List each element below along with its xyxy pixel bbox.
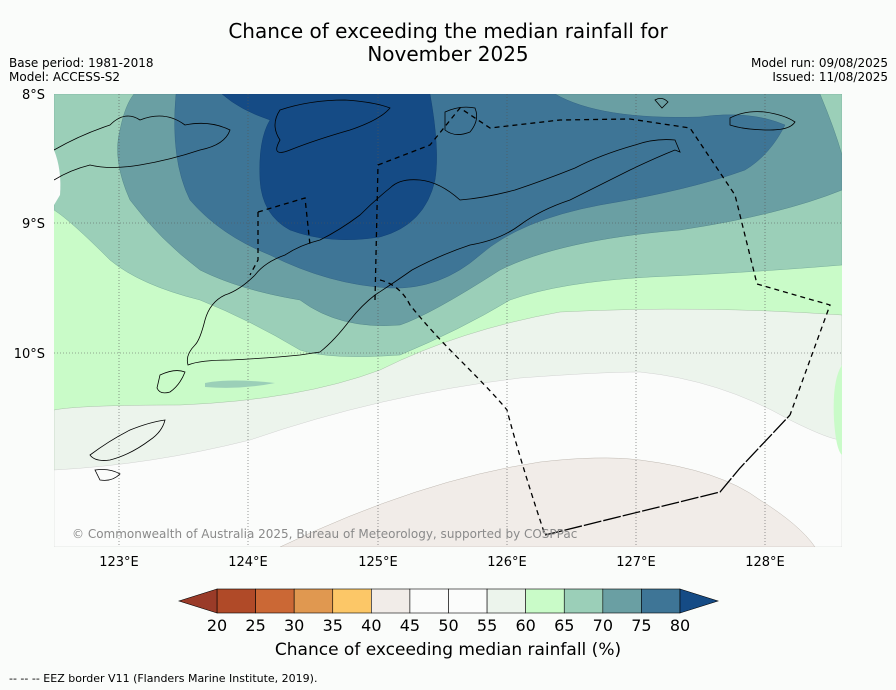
coastlines [54,98,796,481]
model-run: Model run: 09/08/2025 [750,56,888,70]
colorbar-tick-label: 70 [593,616,613,635]
colorbar-cell [293,588,334,614]
eez-legend-note: -- -- -- EEZ border V11 (Flanders Marine… [9,672,318,685]
base-period: Base period: 1981-2018 [9,56,154,70]
colorbar-cell [409,588,449,614]
colorbar-cell [216,588,256,614]
lon-label-124e: 124°E [228,555,268,570]
colorbar-cell [255,588,295,614]
colorbar-tick-label: 65 [554,616,574,635]
copyright-notice: © Commonwealth of Australia 2025, Bureau… [72,527,578,541]
lat-label-10s: 10°S [14,347,45,362]
colorbar-cell [332,588,372,614]
title-line-2: November 2025 [367,42,529,66]
colorbar-tick-label: 40 [361,616,381,635]
meta-left: Base period: 1981-2018 Model: ACCESS-S2 [9,56,154,84]
shoal-patch [205,380,275,388]
colorbar-tick-label: 45 [400,616,420,635]
colorbar-cell [563,588,604,614]
colorbar-tick-label: 35 [323,616,343,635]
colorbar-tick-label: 60 [515,616,535,635]
rainfall-probability-field [54,94,842,547]
colorbar-tick-label: 80 [670,616,690,635]
model-name: Model: ACCESS-S2 [9,70,121,84]
colorbar-tick-label: 75 [631,616,651,635]
colorbar-cell [602,588,642,614]
eez-border [249,107,831,536]
band-60-65-edge [833,365,842,455]
colorbar-tick-label: 20 [207,616,227,635]
colorbar-over-arrow [679,588,719,614]
lon-label-128e: 128°E [745,555,785,570]
lat-label-8s: 8°S [22,88,45,103]
map-title: Chance of exceeding the median rainfall … [0,20,896,66]
colorbar: 20 25 30 35 40 45 50 55 60 65 70 75 80 [178,588,719,635]
colorbar-ticks: 20 25 30 35 40 45 50 55 60 65 70 75 80 [207,616,690,635]
title-line-1: Chance of exceeding the median rainfall … [228,19,668,43]
lon-label-123e: 123°E [99,555,139,570]
colorbar-cell [371,588,411,614]
colorbar-cell [641,588,681,614]
colorbar-tick-label: 55 [477,616,497,635]
colorbar-cell [525,588,565,614]
colorbar-cell [448,588,488,614]
colorbar-cells [216,588,681,614]
colorbar-cell [486,588,526,614]
lat-label-9s: 9°S [22,217,45,232]
lon-label-127e: 127°E [616,555,656,570]
eez-border-south [544,414,791,536]
colorbar-under-arrow [178,588,218,614]
issued-date: Issued: 11/08/2025 [772,70,888,84]
colorbar-tick-label: 30 [284,616,304,635]
band-left-edge [54,150,61,205]
meta-right: Model run: 09/08/2025 Issued: 11/08/2025 [751,56,888,84]
colorbar-tick-label: 25 [245,616,265,635]
colorbar-label: Chance of exceeding median rainfall (%) [274,640,622,660]
lon-label-125e: 125°E [358,555,398,570]
band-40-45 [279,457,816,547]
colorbar-tick-label: 50 [438,616,458,635]
lon-label-126e: 126°E [487,555,527,570]
